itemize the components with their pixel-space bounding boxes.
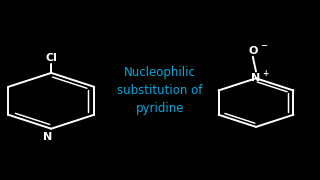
Text: Cl: Cl [45, 53, 57, 63]
Text: +: + [262, 69, 268, 78]
Text: −: − [260, 41, 267, 50]
Text: N: N [252, 73, 260, 83]
Text: Nucleophilic
substitution of
pyridine: Nucleophilic substitution of pyridine [117, 66, 203, 114]
Text: N: N [44, 132, 52, 142]
Text: O: O [248, 46, 258, 56]
